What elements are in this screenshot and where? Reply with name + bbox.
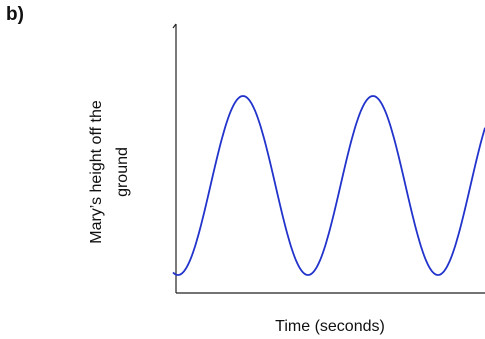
- x-axis-label: Time (seconds): [275, 318, 385, 335]
- panel-label: b): [6, 4, 24, 25]
- y-axis-label-line-2: ground: [114, 147, 131, 197]
- series-line: [172, 95, 485, 276]
- y-axis-label-line-1: Mary’s height off the: [88, 100, 105, 244]
- y-axis-arrow: [172, 23, 177, 29]
